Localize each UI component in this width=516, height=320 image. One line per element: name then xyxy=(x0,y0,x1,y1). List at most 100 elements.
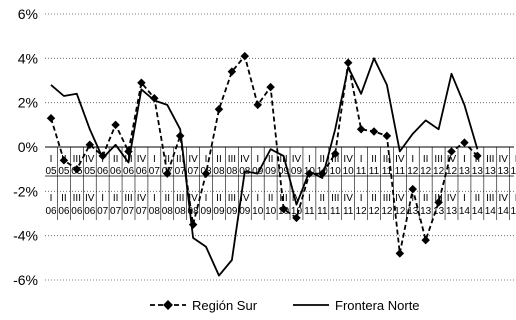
year-label-bottom: 09 xyxy=(213,206,225,217)
year-label-bottom: 07 xyxy=(123,206,135,217)
data-point xyxy=(343,58,353,67)
data-point xyxy=(434,198,443,207)
quarter-label-second: I xyxy=(360,193,363,204)
year-label-top: 13 xyxy=(459,166,471,177)
quarter-label-second: II xyxy=(113,193,119,204)
data-point xyxy=(356,125,366,134)
quarter-label: I xyxy=(50,154,53,165)
quarter-label-second: IV xyxy=(498,193,508,204)
year-label-bottom: 06 xyxy=(58,206,70,217)
year-label-top: 06 xyxy=(136,166,148,177)
quarter-label: III xyxy=(434,154,442,165)
quarter-label-second: IV xyxy=(188,193,198,204)
quarter-label: I xyxy=(205,154,208,165)
year-label-top: 05 xyxy=(58,166,70,177)
data-point xyxy=(163,169,172,178)
quarter-label: IV xyxy=(85,154,95,165)
quarter-label-second: II xyxy=(61,193,67,204)
quarter-label: III xyxy=(331,154,339,165)
year-label-top: 12 xyxy=(433,166,445,177)
year-label-bottom: 14 xyxy=(472,206,484,217)
year-label-top: 08 xyxy=(213,166,225,177)
quarter-label-second: II xyxy=(164,193,170,204)
year-label-bottom: 13 xyxy=(446,206,458,217)
quarter-label-second: III xyxy=(383,193,391,204)
quarter-label: I xyxy=(256,154,259,165)
year-label-bottom: 11 xyxy=(304,206,315,217)
year-label-top: 11 xyxy=(356,166,367,177)
year-label-top: 13 xyxy=(498,166,510,177)
year-label-bottom: 09 xyxy=(226,206,238,217)
quarter-label-second: II xyxy=(216,193,222,204)
year-label-bottom: 13 xyxy=(420,206,432,217)
data-point xyxy=(201,169,211,178)
series-lines xyxy=(46,51,482,277)
quarter-label-second: IV xyxy=(343,193,353,204)
year-label-top: 06 xyxy=(110,166,122,177)
year-label-bottom: 09 xyxy=(200,206,212,217)
quarter-label-second: IV xyxy=(240,193,250,204)
quarter-label-second: IV xyxy=(447,193,457,204)
year-label-top: 07 xyxy=(175,166,187,177)
quarter-label-second: III xyxy=(176,193,184,204)
quarter-label: IV xyxy=(447,154,457,165)
quarter-label-second: I xyxy=(463,193,466,204)
y-tick-label: -2% xyxy=(13,183,38,199)
data-point xyxy=(266,82,275,92)
quarter-label-second: III xyxy=(73,193,81,204)
year-label-bottom: 14 xyxy=(485,206,497,217)
year-label-bottom: 11 xyxy=(317,206,328,217)
year-label-top: 05 xyxy=(45,166,57,177)
year-label-bottom: 07 xyxy=(110,206,122,217)
data-point xyxy=(408,184,418,194)
year-label-bottom: 10 xyxy=(291,206,303,217)
data-point xyxy=(369,127,379,136)
year-label-bottom: 06 xyxy=(71,206,83,217)
year-label-top: 11 xyxy=(382,166,393,177)
quarter-label: I xyxy=(308,154,311,165)
quarter-label: II xyxy=(113,154,119,165)
quarter-label-second: III xyxy=(124,193,132,204)
data-point xyxy=(227,67,237,76)
quarter-label-second: I xyxy=(515,193,516,204)
year-label-top: 12 xyxy=(407,166,419,177)
quarter-label-second: I xyxy=(411,193,414,204)
quarter-label-second: II xyxy=(371,193,377,204)
year-label-bottom: 11 xyxy=(330,206,341,217)
y-tick-label: -6% xyxy=(13,272,38,288)
data-point xyxy=(421,235,430,245)
quarter-label: II xyxy=(268,154,274,165)
data-point xyxy=(46,113,56,123)
year-label-bottom: 12 xyxy=(394,206,406,217)
quarter-label-second: II xyxy=(268,193,274,204)
quarter-label: II xyxy=(164,154,170,165)
quarter-label: III xyxy=(383,154,391,165)
quarter-label: II xyxy=(423,154,429,165)
data-point xyxy=(473,151,482,161)
y-tick-label: 4% xyxy=(18,50,38,66)
year-label-bottom: 12 xyxy=(381,206,393,217)
year-label-bottom: 13 xyxy=(407,206,419,217)
year-label-bottom: 12 xyxy=(368,206,380,217)
quarter-label: IV xyxy=(395,154,405,165)
quarter-label-second: IV xyxy=(85,193,95,204)
quarter-label-second: IV xyxy=(137,193,147,204)
quarter-label-second: II xyxy=(423,193,429,204)
y-axis-tick-labels: 6% 4% 2% 0% -2% -4% -6% xyxy=(13,6,38,288)
year-label-bottom: 08 xyxy=(188,206,200,217)
year-label-bottom: 11 xyxy=(343,206,354,217)
quarter-label: III xyxy=(176,154,184,165)
year-label-bottom: 08 xyxy=(162,206,174,217)
year-label-bottom: 12 xyxy=(356,206,368,217)
quarter-label: III xyxy=(279,154,287,165)
data-point xyxy=(240,51,250,61)
year-label-bottom: 06 xyxy=(45,206,57,217)
year-label-top: 06 xyxy=(123,166,135,177)
quarter-label-second: IV xyxy=(395,193,405,204)
year-label-bottom: 08 xyxy=(149,206,161,217)
quarter-label: I xyxy=(515,154,516,165)
quarter-label-second: I xyxy=(256,193,259,204)
quarter-label-second: I xyxy=(205,193,208,204)
year-label-top: 09 xyxy=(291,166,303,177)
year-label-top: 13 xyxy=(472,166,484,177)
